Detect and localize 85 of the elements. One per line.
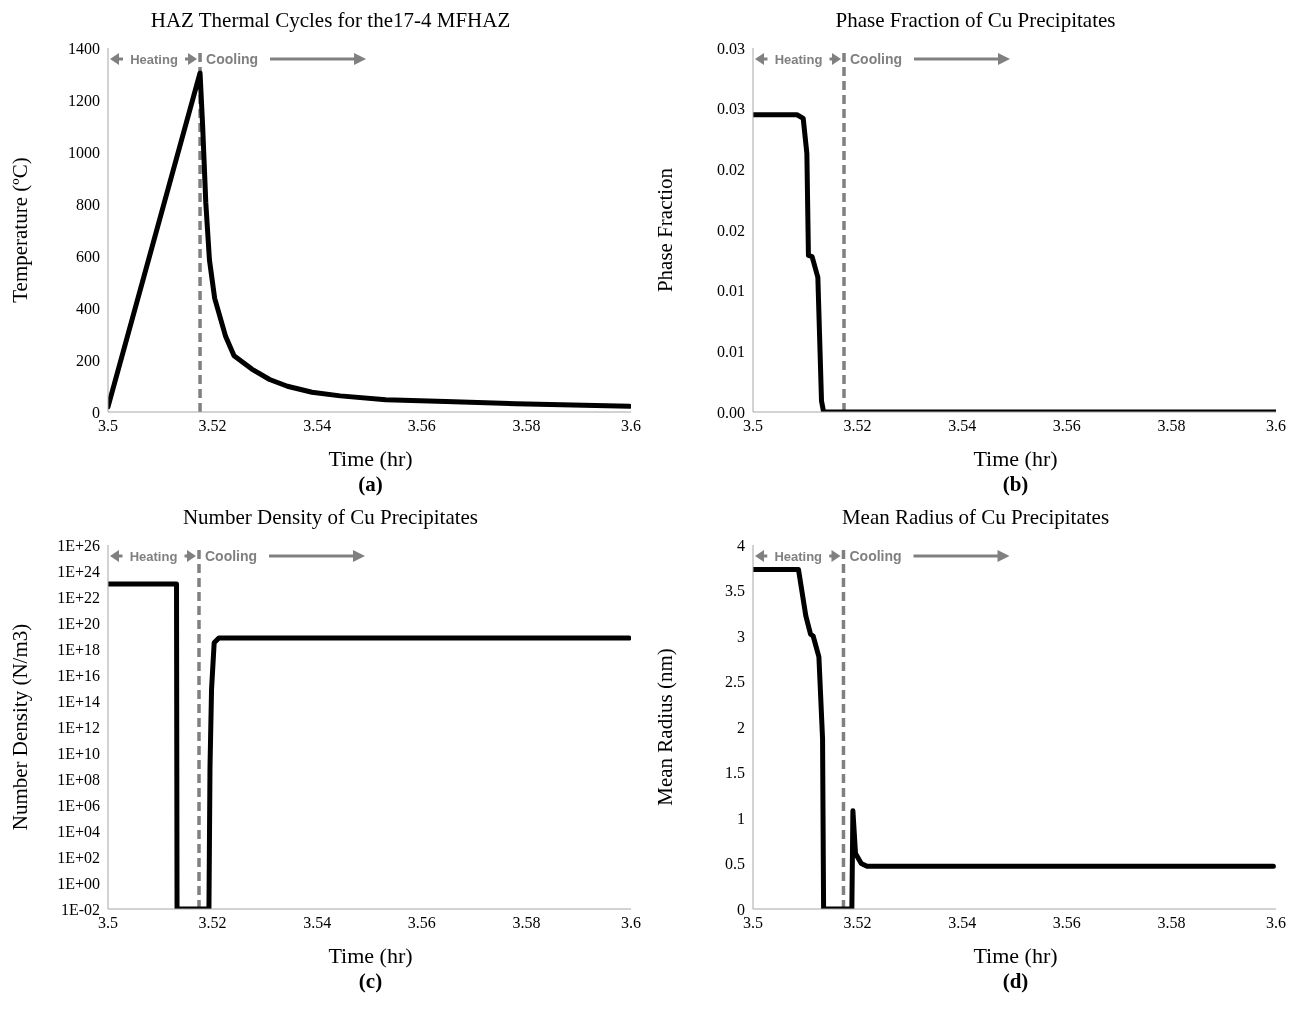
x-tick-label: 3.56 xyxy=(407,417,436,435)
y-tick-label: 1E+22 xyxy=(57,588,100,606)
y-tick-label: 600 xyxy=(76,247,100,265)
y-tick-label: 0.02 xyxy=(717,221,745,239)
x-axis-title: Time (hr) xyxy=(327,446,414,472)
y-tick-label: 0.01 xyxy=(717,343,745,361)
y-tick-label: 0.5 xyxy=(725,855,745,873)
x-tick-label: 3.52 xyxy=(198,914,227,932)
annotation: Heating xyxy=(774,549,823,564)
y-axis-title: Mean Radius (nm) xyxy=(653,648,678,806)
y-tick-label: 1E+08 xyxy=(57,770,100,788)
y-tick-label: 1E+02 xyxy=(57,848,100,866)
y-tick-label: 0 xyxy=(737,900,745,918)
y-tick-label: 800 xyxy=(76,195,100,213)
text: (d) xyxy=(1001,969,1030,994)
y-tick-label: 0 xyxy=(92,403,100,421)
y-tick-label: 1E+24 xyxy=(57,562,100,580)
y-tick-label: 1E+18 xyxy=(57,640,100,658)
y-axis-title: Temperature (ºC) xyxy=(8,157,33,303)
y-tick-label: 1E-02 xyxy=(60,900,100,918)
y-tick-label: 200 xyxy=(76,351,100,369)
y-tick-label: 1E+04 xyxy=(57,822,100,840)
x-tick-label: 3.5 xyxy=(98,914,118,932)
y-tick-label: 3.5 xyxy=(725,582,745,600)
chart-title: Mean Radius of Cu Precipitates xyxy=(840,505,1111,531)
y-axis-title: Phase Fraction xyxy=(653,167,678,293)
x-tick-label: 3.54 xyxy=(948,914,977,932)
x-tick-label: 3.54 xyxy=(303,417,332,435)
x-axis-title: Time (hr) xyxy=(327,943,414,969)
y-axis-title: Number Density (N/m3) xyxy=(8,623,33,831)
text: (c) xyxy=(357,969,384,994)
y-tick-label: 3 xyxy=(737,627,745,645)
x-tick-label: 3.52 xyxy=(843,914,872,932)
chart-title: Phase Fraction of Cu Precipitates xyxy=(834,8,1117,34)
x-tick-label: 3.54 xyxy=(948,417,977,435)
y-tick-label: 1E+14 xyxy=(57,692,100,710)
x-tick-label: 3.6 xyxy=(621,417,641,435)
y-tick-label: 0.03 xyxy=(717,39,745,57)
y-tick-label: 1 xyxy=(737,809,745,827)
y-tick-label: 1E+12 xyxy=(57,718,100,736)
y-tick-label: 4 xyxy=(737,536,745,554)
x-tick-label: 3.52 xyxy=(843,417,872,435)
x-tick-label: 3.54 xyxy=(303,914,332,932)
annotation: Cooling xyxy=(850,51,903,67)
y-tick-label: 1.5 xyxy=(725,764,745,782)
annotation: Cooling xyxy=(206,51,259,67)
annotation: Cooling xyxy=(849,548,902,564)
x-tick-label: 3.56 xyxy=(1052,417,1081,435)
y-tick-label: 1E+00 xyxy=(57,874,100,892)
x-tick-label: 3.56 xyxy=(1052,914,1081,932)
x-tick-label: 3.52 xyxy=(198,417,227,435)
annotation: Cooling xyxy=(205,548,258,564)
x-axis-title: Time (hr) xyxy=(972,943,1059,969)
x-tick-label: 3.6 xyxy=(1266,914,1286,932)
y-tick-label: 0.00 xyxy=(717,403,745,421)
annotation: Heating xyxy=(130,52,178,67)
y-tick-label: 1400 xyxy=(68,39,100,57)
chart-title: HAZ Thermal Cycles for the17-4 MFHAZ xyxy=(149,8,512,34)
x-axis-title: Time (hr) xyxy=(972,446,1059,472)
y-tick-label: 1E+20 xyxy=(57,614,100,632)
x-tick-label: 3.6 xyxy=(621,914,641,932)
y-tick-label: 1E+26 xyxy=(57,536,100,554)
y-tick-label: 1E+06 xyxy=(57,796,100,814)
y-tick-label: 1000 xyxy=(68,143,100,161)
x-tick-label: 3.58 xyxy=(1157,914,1186,932)
text: (b) xyxy=(1001,472,1030,497)
y-tick-label: 2.5 xyxy=(725,673,745,691)
y-tick-label: 400 xyxy=(76,299,100,317)
y-tick-label: 1E+10 xyxy=(57,744,100,762)
y-tick-label: 1E+16 xyxy=(57,666,100,684)
text: (a) xyxy=(357,472,384,497)
x-tick-label: 3.5 xyxy=(98,417,118,435)
annotation: Heating xyxy=(774,52,823,67)
y-tick-label: 0.03 xyxy=(717,100,745,118)
x-tick-label: 3.58 xyxy=(1157,417,1186,435)
annotation: Heating xyxy=(129,549,178,564)
x-tick-label: 3.58 xyxy=(512,417,541,435)
chart-title: Number Density of Cu Precipitates xyxy=(181,505,480,531)
y-tick-label: 2 xyxy=(737,718,745,736)
x-tick-label: 3.56 xyxy=(407,914,436,932)
x-tick-label: 3.58 xyxy=(512,914,541,932)
y-tick-label: 0.02 xyxy=(717,161,745,179)
x-tick-label: 3.6 xyxy=(1266,417,1286,435)
y-tick-label: 1200 xyxy=(68,91,100,109)
y-tick-label: 0.01 xyxy=(717,282,745,300)
